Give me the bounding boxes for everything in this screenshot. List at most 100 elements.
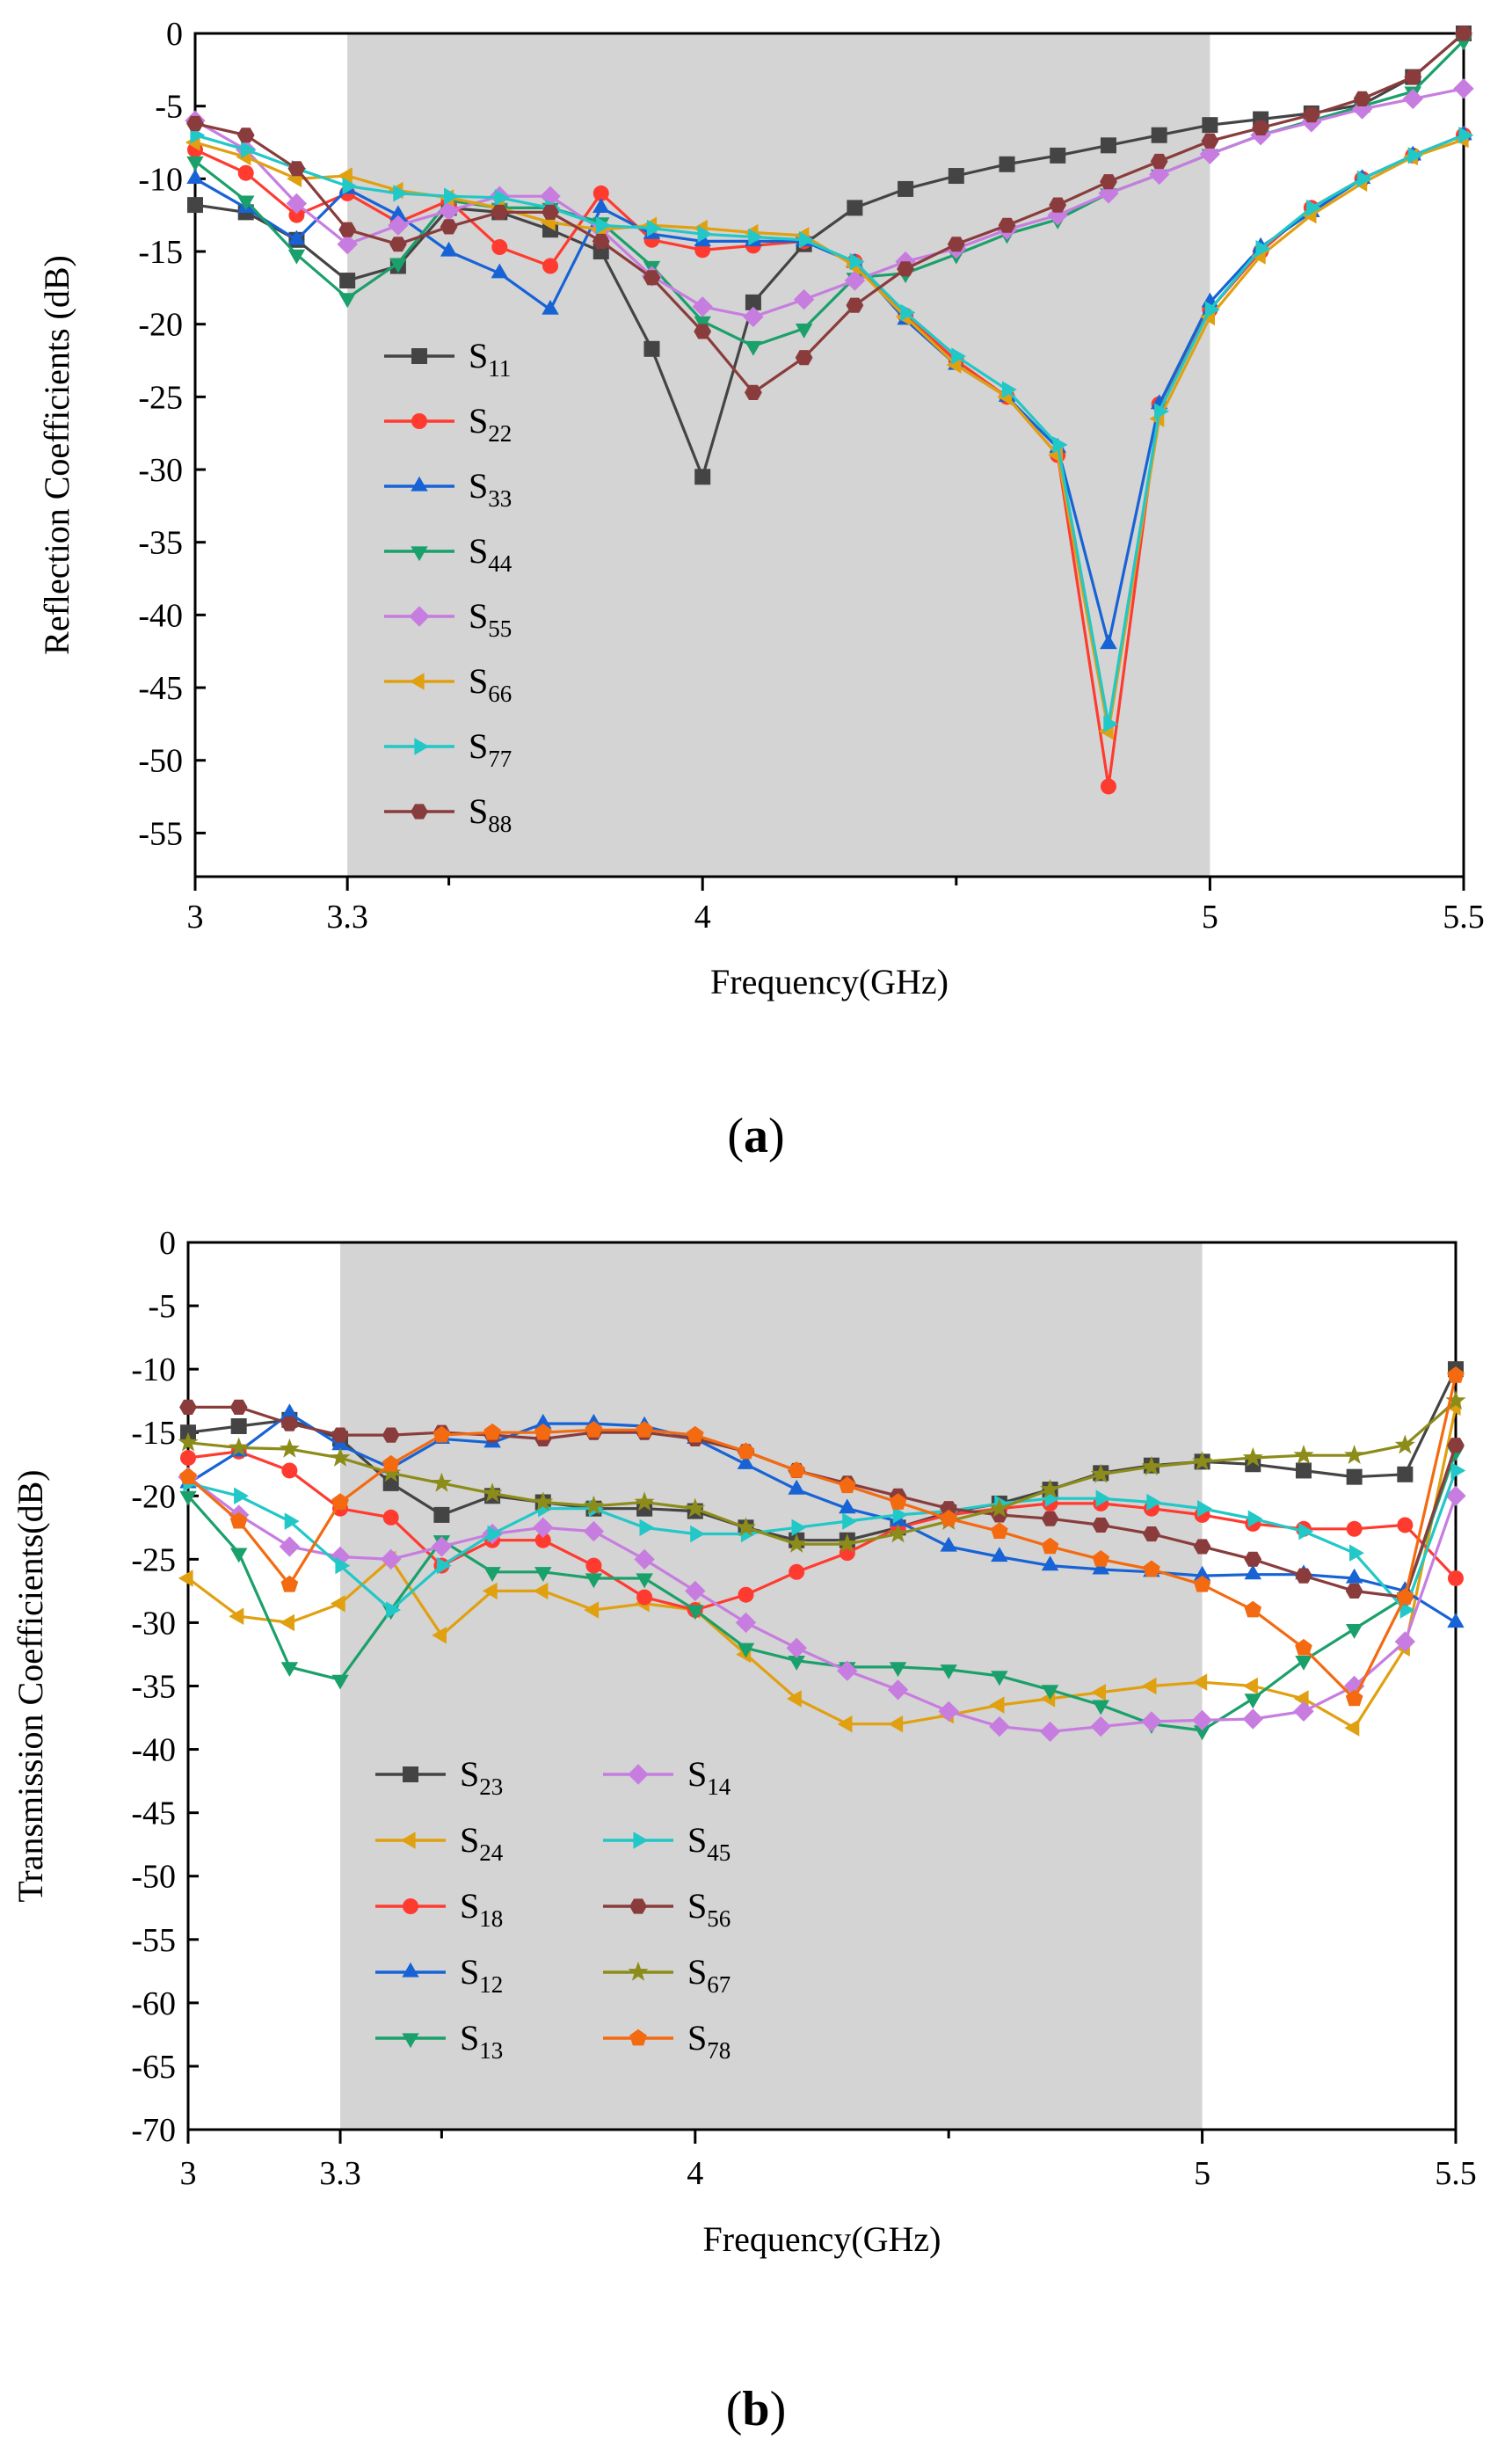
- data-point-77: [1407, 147, 1423, 164]
- y-tick-label: -65: [131, 2049, 176, 2086]
- y-tick-label: -25: [138, 379, 183, 416]
- data-point-88: [389, 237, 407, 252]
- data-point-14: [279, 1536, 301, 1557]
- data-point-11: [643, 340, 660, 357]
- data-point-14: [634, 1548, 655, 1570]
- data-point-24: [1141, 1677, 1157, 1695]
- data-point-55: [1199, 143, 1221, 164]
- y-tick-label: -45: [131, 1795, 176, 1832]
- data-point-24: [229, 1607, 244, 1625]
- y-tick-label: -40: [131, 1732, 176, 1769]
- legend-marker: [411, 413, 427, 429]
- data-point-13: [585, 1573, 603, 1589]
- data-point-88: [491, 204, 509, 220]
- data-point-14: [735, 1612, 757, 1634]
- data-point-78: [179, 1468, 197, 1484]
- y-tick-label: -70: [131, 2112, 176, 2149]
- y-axis-title: Transmission Coefficients(dB): [11, 1469, 50, 1902]
- data-point-33: [491, 263, 509, 279]
- data-point-11: [898, 180, 914, 197]
- legend-marker: [409, 673, 425, 690]
- data-point-55: [743, 306, 764, 328]
- data-point-88: [1100, 174, 1117, 190]
- data-point-13: [687, 1605, 704, 1621]
- series-77: [190, 127, 1474, 733]
- data-point-13: [280, 1662, 299, 1678]
- data-point-78: [483, 1423, 501, 1440]
- y-tick-label: -40: [138, 597, 183, 634]
- data-point-55: [1453, 78, 1474, 99]
- data-point-45: [1095, 1489, 1111, 1507]
- legend-marker: [402, 1962, 419, 1977]
- data-point-45: [791, 1519, 807, 1537]
- data-point-67: [685, 1497, 706, 1518]
- legend-label: S45: [687, 1820, 731, 1866]
- data-point-33: [440, 241, 458, 257]
- data-point-14: [1293, 1701, 1314, 1722]
- data-point-88: [592, 233, 610, 249]
- data-point-11: [1100, 137, 1116, 154]
- data-point-77: [1255, 240, 1271, 258]
- data-point-12: [280, 1403, 299, 1419]
- data-point-13: [229, 1548, 248, 1563]
- data-point-56: [382, 1427, 400, 1443]
- data-point-88: [1455, 25, 1472, 41]
- data-point-78: [940, 1509, 957, 1526]
- data-point-22: [542, 258, 559, 274]
- data-point-55: [844, 270, 866, 291]
- y-tick-label: -25: [131, 1541, 176, 1578]
- data-point-44: [389, 258, 407, 273]
- data-point-55: [793, 288, 815, 310]
- data-point-12: [1244, 1564, 1261, 1580]
- reflection-coefficients-chart: 0 -5 -10 -15 -20 -25 -30 -35 -40 -45 -50 -55 3 3.3 4 5 5…: [37, 16, 1485, 1001]
- data-point-67: [1141, 1456, 1162, 1475]
- y-tick-label: 0: [166, 16, 183, 53]
- data-point-14: [786, 1637, 807, 1658]
- series-line-45: [187, 1469, 1457, 1612]
- y-tick-label: -55: [138, 815, 183, 852]
- data-point-23: [382, 1475, 399, 1491]
- data-point-77: [596, 216, 611, 234]
- legend-item-55: S55: [384, 596, 512, 642]
- data-point-88: [1302, 107, 1320, 123]
- data-point-56: [940, 1501, 958, 1517]
- series-88: [186, 25, 1472, 400]
- legend-item-24: S24: [375, 1820, 504, 1866]
- data-point-67: [533, 1491, 554, 1511]
- data-point-78: [991, 1522, 1008, 1539]
- data-point-11: [339, 273, 356, 289]
- y-tick-label: -55: [131, 1922, 176, 1959]
- caption-a: (a): [727, 1109, 784, 1163]
- data-point-45: [386, 1601, 401, 1619]
- data-point-14: [989, 1715, 1010, 1737]
- data-point-67: [786, 1533, 807, 1553]
- data-point-24: [584, 1601, 600, 1619]
- legend-label: S14: [687, 1754, 731, 1800]
- data-point-56: [229, 1399, 248, 1415]
- data-point-14: [1394, 1631, 1415, 1652]
- data-point-44: [795, 324, 813, 339]
- data-point-78: [280, 1575, 299, 1592]
- legend-label: S77: [469, 726, 512, 772]
- data-point-78: [1193, 1575, 1211, 1592]
- x-tick-label: 5.5: [1435, 2155, 1477, 2192]
- y-tick-label: -50: [131, 1859, 176, 1896]
- series-13: [179, 1446, 1465, 1741]
- data-point-88: [795, 350, 813, 366]
- data-point-24: [786, 1690, 802, 1708]
- x-tick-label: 4: [694, 899, 711, 936]
- legend-item-67: S67: [603, 1952, 731, 1998]
- data-point-88: [1353, 91, 1371, 106]
- data-point-11: [948, 168, 964, 185]
- x-tick-label: 3.3: [319, 2155, 361, 2192]
- data-point-45: [1197, 1500, 1212, 1518]
- data-point-77: [646, 219, 662, 237]
- data-point-44: [338, 293, 356, 309]
- data-point-13: [1295, 1656, 1312, 1671]
- legend-label: S56: [687, 1886, 731, 1932]
- data-point-67: [837, 1533, 858, 1553]
- data-point-12: [991, 1547, 1008, 1562]
- data-point-88: [643, 270, 661, 286]
- series-line-55: [194, 87, 1465, 318]
